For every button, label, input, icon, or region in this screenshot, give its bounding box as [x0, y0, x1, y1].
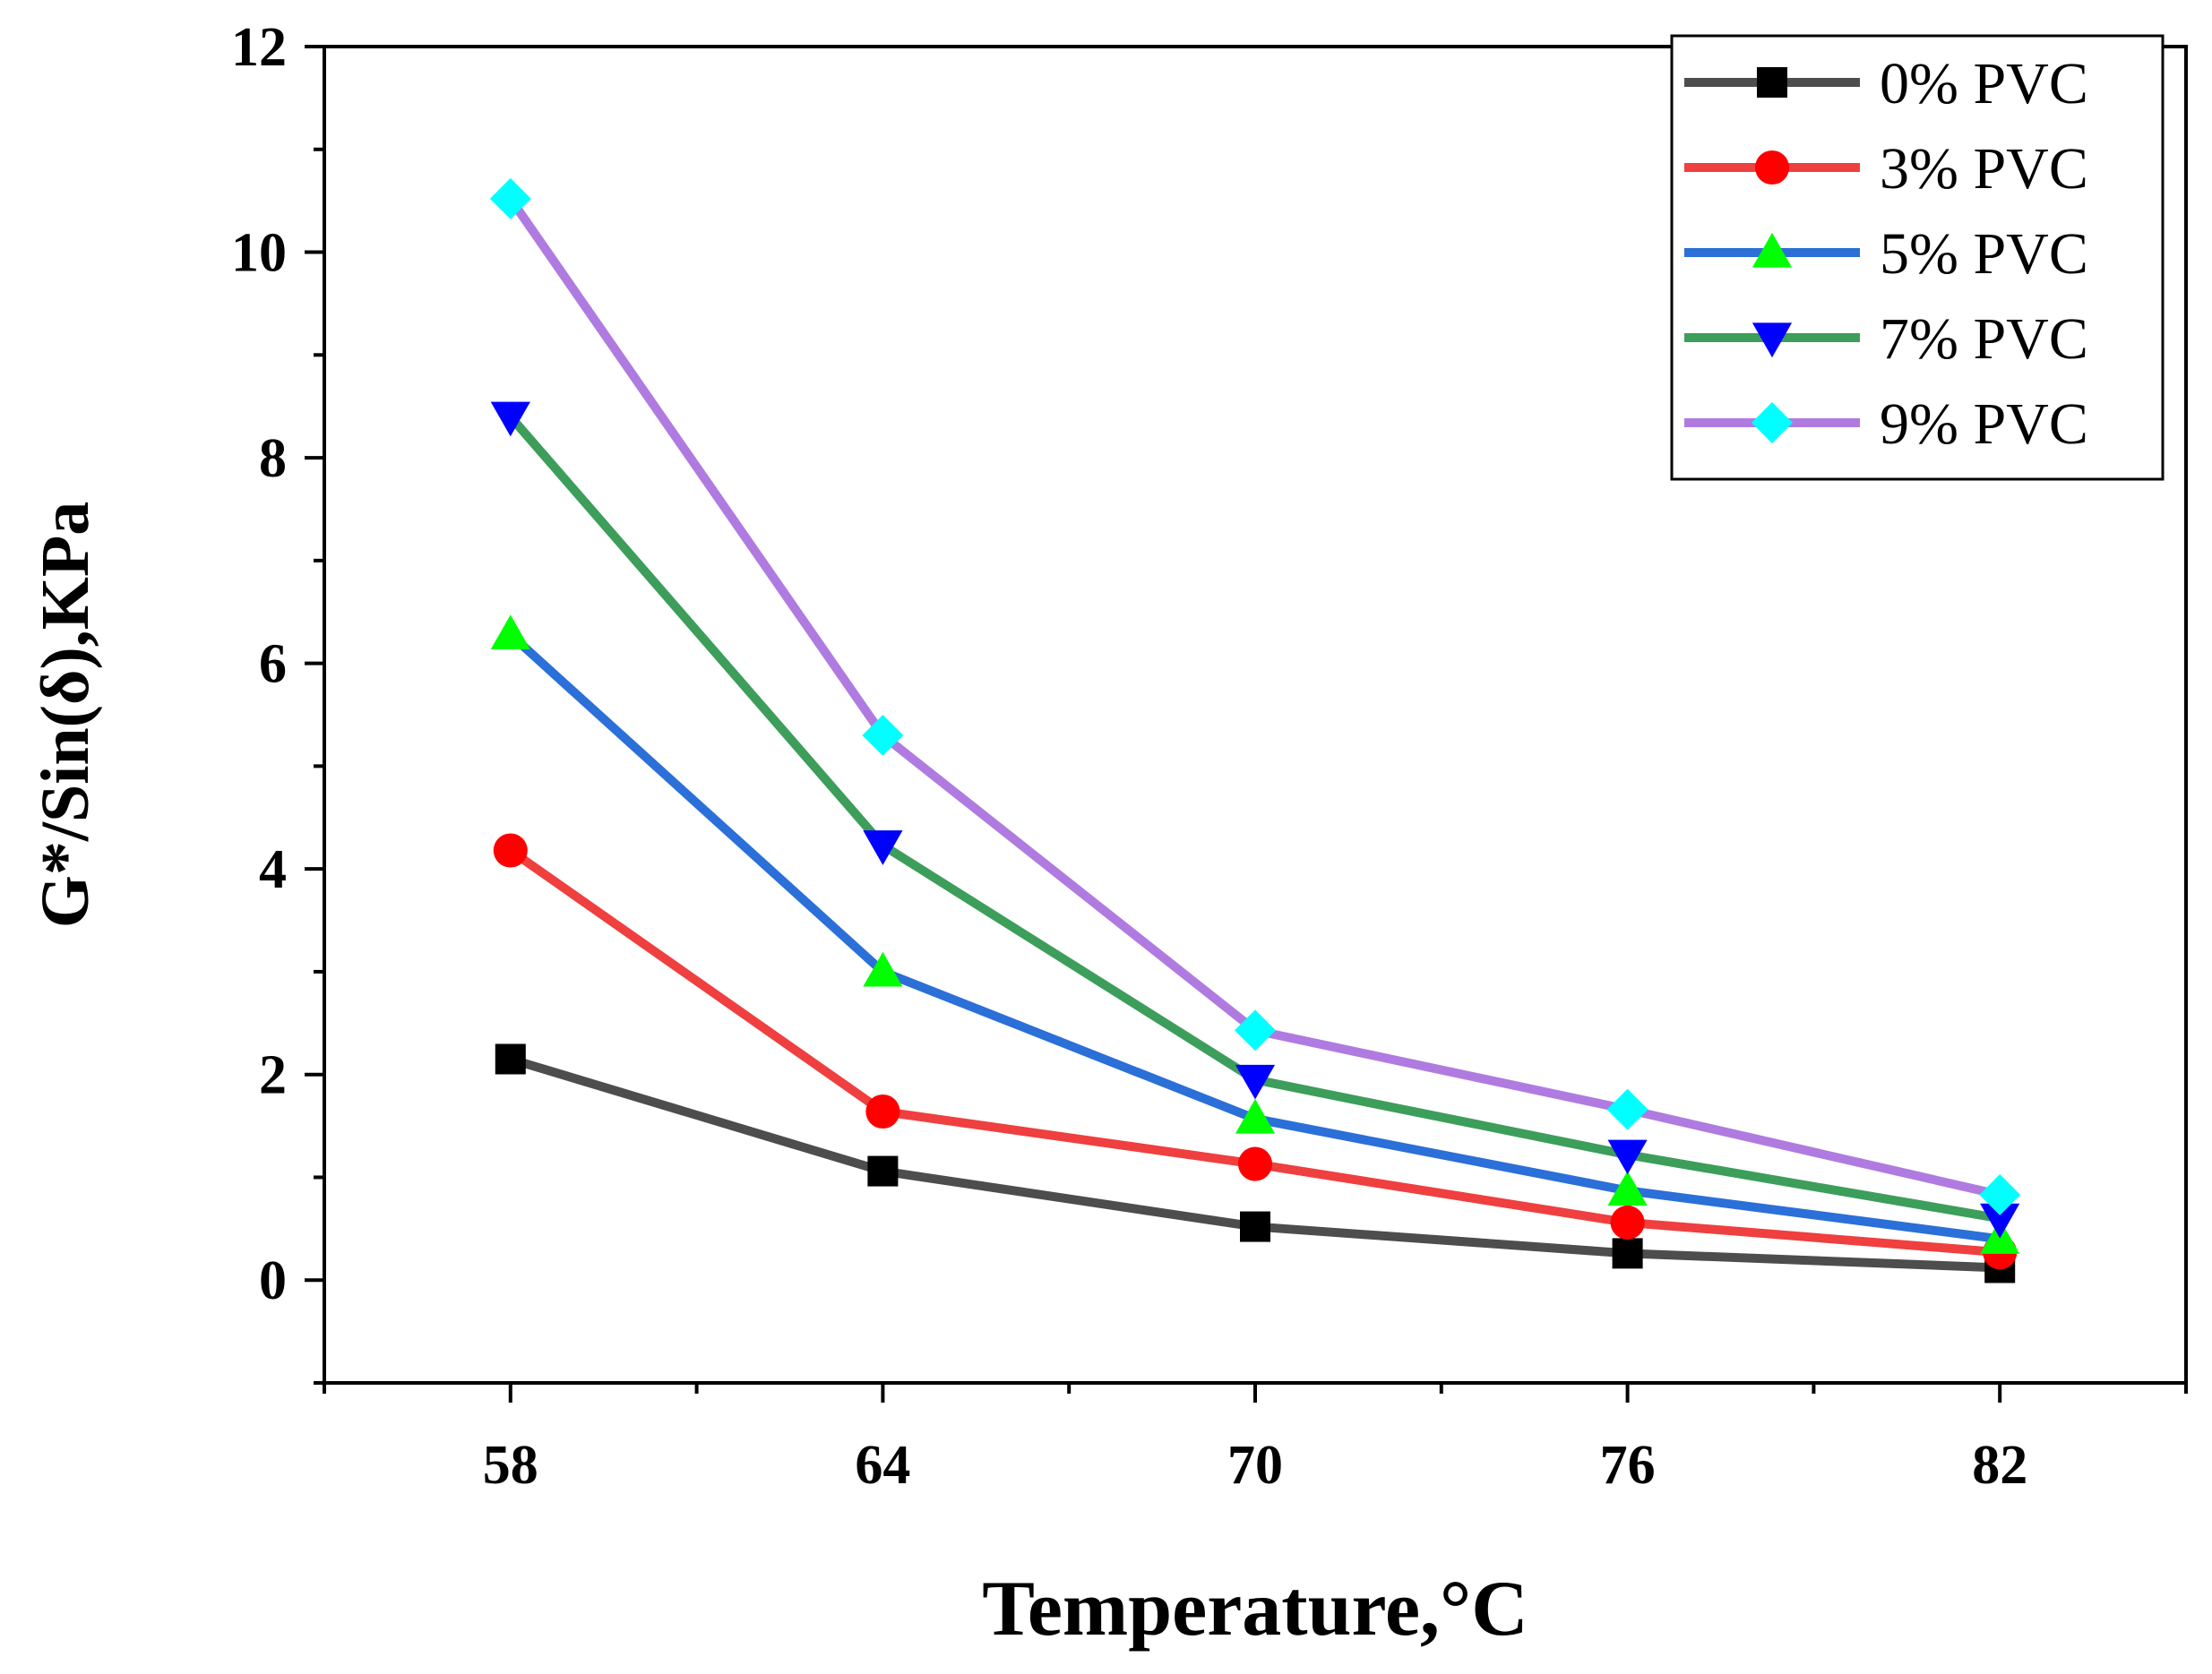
- axes-group: 0 2 4 6 8 10 12 58 64 70 76 82 Temperature,°C G*/Sin(…: [28, 17, 2188, 1653]
- y-tick-label-2: 2: [259, 1045, 287, 1106]
- data-point-3pct-pvc-64: [865, 1094, 900, 1129]
- data-point-3pct-pvc-76: [1610, 1205, 1645, 1240]
- data-point-0pct-pvc-70: [1240, 1211, 1270, 1242]
- data-point-9pct-pvc-70: [1235, 1009, 1276, 1052]
- legend: 0% PVC 3% PVC 5% PVC 7% PVC 9% PVC: [1670, 34, 2165, 481]
- y-tick-label-12: 12: [231, 17, 287, 78]
- series-7pct-pvc: [490, 401, 2020, 1239]
- x-tick-label-82: 82: [1972, 1435, 2027, 1496]
- legend-label-5pct-pvc: 5% PVC: [1880, 221, 2088, 287]
- legend-marker-7pct-pvc: [1752, 322, 1793, 358]
- legend-marker-5pct-pvc: [1752, 232, 1793, 268]
- data-point-9pct-pvc-58: [489, 177, 531, 219]
- y-tick-label-6: 6: [259, 634, 287, 695]
- y-tick-label-8: 8: [259, 428, 287, 489]
- legend-label-9pct-pvc: 9% PVC: [1880, 391, 2088, 457]
- legend-label-3pct-pvc: 3% PVC: [1880, 136, 2088, 202]
- data-point-5pct-pvc-76: [1607, 1171, 1648, 1206]
- x-tick-label-70: 70: [1227, 1435, 1283, 1496]
- legend-item-7pct-pvc: 7% PVC: [1684, 306, 2088, 372]
- legend-marker-9pct-pvc: [1752, 402, 1793, 443]
- x-tick-label-76: 76: [1600, 1435, 1656, 1496]
- series-group: [489, 177, 2021, 1283]
- data-point-7pct-pvc-76: [1607, 1139, 1648, 1175]
- legend-box: [1670, 34, 2165, 481]
- data-point-9pct-pvc-82: [1979, 1174, 2021, 1215]
- x-tick-label-58: 58: [483, 1435, 538, 1496]
- data-point-3pct-pvc-70: [1237, 1146, 1273, 1181]
- data-point-0pct-pvc-64: [867, 1155, 899, 1187]
- legend-marker-0pct-pvc: [1757, 67, 1787, 98]
- data-point-9pct-pvc-64: [862, 715, 904, 756]
- x-axis-title: Temperature,°C: [982, 1566, 1528, 1653]
- legend-item-0pct-pvc: 0% PVC: [1684, 51, 2088, 116]
- data-point-5pct-pvc-70: [1235, 1098, 1276, 1134]
- y-axis-title: G*/Sin(δ),KPa: [28, 502, 103, 928]
- y-tick-label-0: 0: [259, 1250, 287, 1311]
- data-point-3pct-pvc-58: [493, 833, 528, 868]
- data-point-5pct-pvc-58: [490, 614, 530, 650]
- legend-item-3pct-pvc: 3% PVC: [1684, 136, 2088, 202]
- legend-item-9pct-pvc: 9% PVC: [1684, 391, 2088, 457]
- legend-label-7pct-pvc: 7% PVC: [1880, 306, 2088, 372]
- data-point-0pct-pvc-58: [495, 1043, 526, 1075]
- data-point-5pct-pvc-64: [863, 951, 903, 987]
- legend-label-0pct-pvc: 0% PVC: [1880, 51, 2088, 116]
- data-point-7pct-pvc-82: [1980, 1203, 2020, 1239]
- series-9pct-pvc: [489, 177, 2021, 1215]
- legend-item-5pct-pvc: 5% PVC: [1684, 221, 2088, 287]
- data-point-9pct-pvc-76: [1606, 1088, 1648, 1130]
- y-tick-label-10: 10: [231, 223, 287, 284]
- data-point-7pct-pvc-70: [1235, 1064, 1276, 1100]
- data-point-7pct-pvc-64: [863, 830, 903, 865]
- data-point-0pct-pvc-76: [1612, 1238, 1643, 1269]
- legend-marker-3pct-pvc: [1754, 150, 1790, 185]
- data-point-7pct-pvc-58: [490, 401, 530, 437]
- x-tick-label-64: 64: [855, 1435, 910, 1496]
- y-tick-label-4: 4: [259, 839, 287, 900]
